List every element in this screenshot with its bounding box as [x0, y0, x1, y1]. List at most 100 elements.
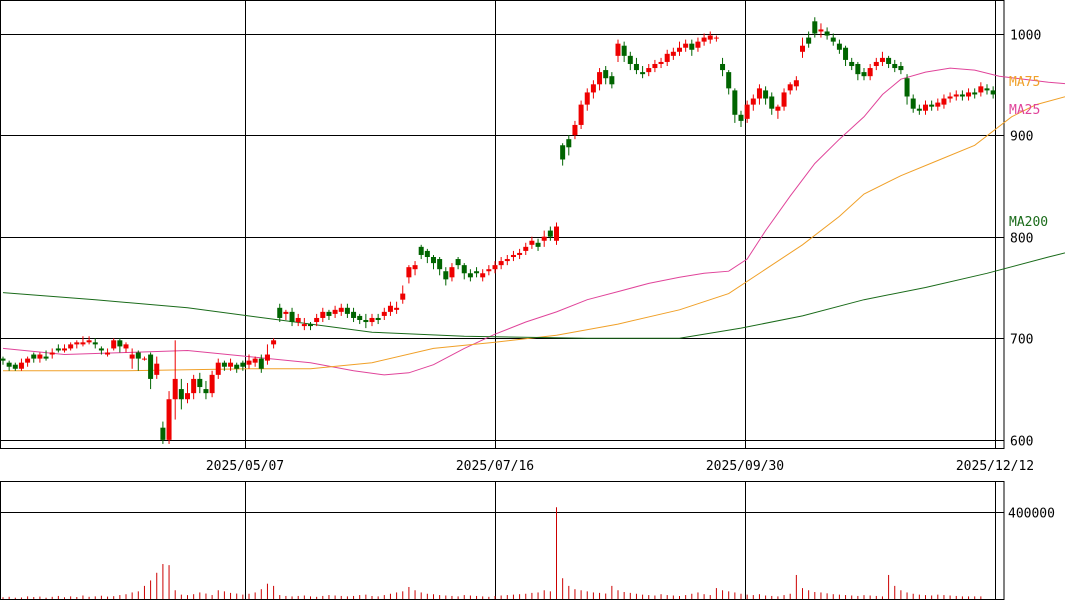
candle-body: [185, 393, 190, 400]
candle-body: [221, 362, 227, 367]
candle-body: [418, 246, 424, 255]
candle-body: [197, 378, 203, 388]
candle-body: [154, 363, 160, 375]
candle-body: [474, 271, 480, 274]
candle-body: [658, 61, 664, 64]
candle-body: [763, 90, 769, 99]
candle-body: [935, 102, 941, 107]
candle-body: [603, 70, 609, 79]
candle-body: [344, 307, 350, 314]
candle-body: [584, 92, 590, 105]
candle-body: [806, 37, 812, 44]
ma-legend-ma200: MA200: [1009, 215, 1048, 230]
candle-body: [812, 21, 818, 34]
candle-body: [597, 72, 603, 85]
candle-body: [178, 389, 184, 400]
candle-body: [98, 348, 104, 351]
moving-average-lines: [2, 67, 1065, 376]
candle-body: [498, 261, 504, 266]
candle-body: [713, 37, 719, 39]
candle-body: [55, 348, 61, 351]
candle-body: [25, 358, 31, 363]
candle-body: [720, 63, 726, 71]
candle-body: [695, 41, 701, 48]
candle-body: [535, 242, 541, 247]
ma-line-ma25: [2, 67, 1065, 376]
candle-body: [916, 108, 922, 111]
candle-body: [738, 114, 744, 121]
candle-body: [824, 31, 830, 36]
candle-body: [541, 236, 547, 241]
candle-body: [775, 106, 781, 111]
date-tick-label: 2025/05/07: [206, 459, 284, 474]
candle-body: [80, 342, 86, 345]
candle-body: [332, 309, 338, 314]
candle-body: [990, 90, 996, 95]
candle-body: [873, 61, 879, 67]
candle-body: [886, 57, 892, 64]
candle-body: [166, 399, 172, 440]
candle-body: [953, 94, 959, 97]
candle-body: [301, 324, 307, 327]
candle-body: [363, 319, 369, 323]
price-tick-label: 1000: [1010, 29, 1041, 44]
candle-body: [135, 352, 141, 359]
candle-body: [240, 362, 246, 367]
candle-body: [480, 273, 486, 278]
candle-body: [590, 84, 596, 93]
candle-body: [683, 43, 689, 48]
candle-body: [652, 63, 658, 69]
candle-body: [566, 139, 572, 148]
candle-body: [793, 80, 799, 87]
candle-body: [431, 257, 436, 264]
candle-body: [855, 63, 861, 75]
candle-body: [123, 344, 129, 349]
candle-body: [203, 389, 209, 394]
ma-legend-ma75: MA75: [1009, 75, 1040, 90]
candle-body: [467, 273, 473, 278]
candle-body: [209, 374, 215, 394]
candle-body: [357, 315, 363, 320]
date-tick-label: 2025/07/16: [456, 459, 534, 474]
candle-body: [246, 360, 252, 365]
candle-body: [646, 68, 652, 73]
candle-body: [289, 311, 295, 323]
candle-body: [37, 354, 43, 359]
candle-body: [966, 92, 972, 97]
candle-body: [215, 362, 221, 375]
candle-body: [92, 342, 98, 345]
candle-body: [492, 265, 498, 270]
candle-body: [707, 35, 713, 40]
candle-body: [781, 92, 787, 107]
candle-body: [437, 259, 443, 270]
candle-body: [744, 104, 750, 119]
candle-body: [879, 57, 885, 62]
date-tick-label: 2025/12/12: [956, 459, 1034, 474]
candle-body: [271, 340, 277, 345]
ma-line-ma200: [2, 252, 1065, 339]
candle-body: [510, 254, 516, 258]
candle-body: [49, 352, 55, 355]
candle-body: [258, 358, 264, 369]
candle-body: [904, 78, 910, 97]
chart-frame: [0, 0, 1005, 600]
price-tick-label: 900: [1010, 130, 1033, 145]
candle-body: [578, 104, 584, 125]
date-tick-label: 2025/09/30: [706, 459, 784, 474]
candle-body: [621, 45, 627, 56]
candle-body: [560, 145, 566, 160]
price-tick-label: 600: [1010, 435, 1033, 450]
candle-body: [228, 362, 234, 367]
candle-body: [517, 252, 523, 255]
candle-body: [898, 66, 904, 71]
candle-body: [972, 92, 978, 95]
candle-body: [640, 72, 646, 75]
candle-body: [295, 317, 301, 323]
candle-body: [726, 72, 732, 89]
candle-body: [892, 63, 898, 69]
candle-body: [572, 124, 578, 136]
candle-body: [172, 378, 178, 400]
price-tick-label: 700: [1010, 333, 1033, 348]
volume-tick-label: 400000: [1008, 507, 1055, 522]
candle-body: [31, 354, 37, 359]
